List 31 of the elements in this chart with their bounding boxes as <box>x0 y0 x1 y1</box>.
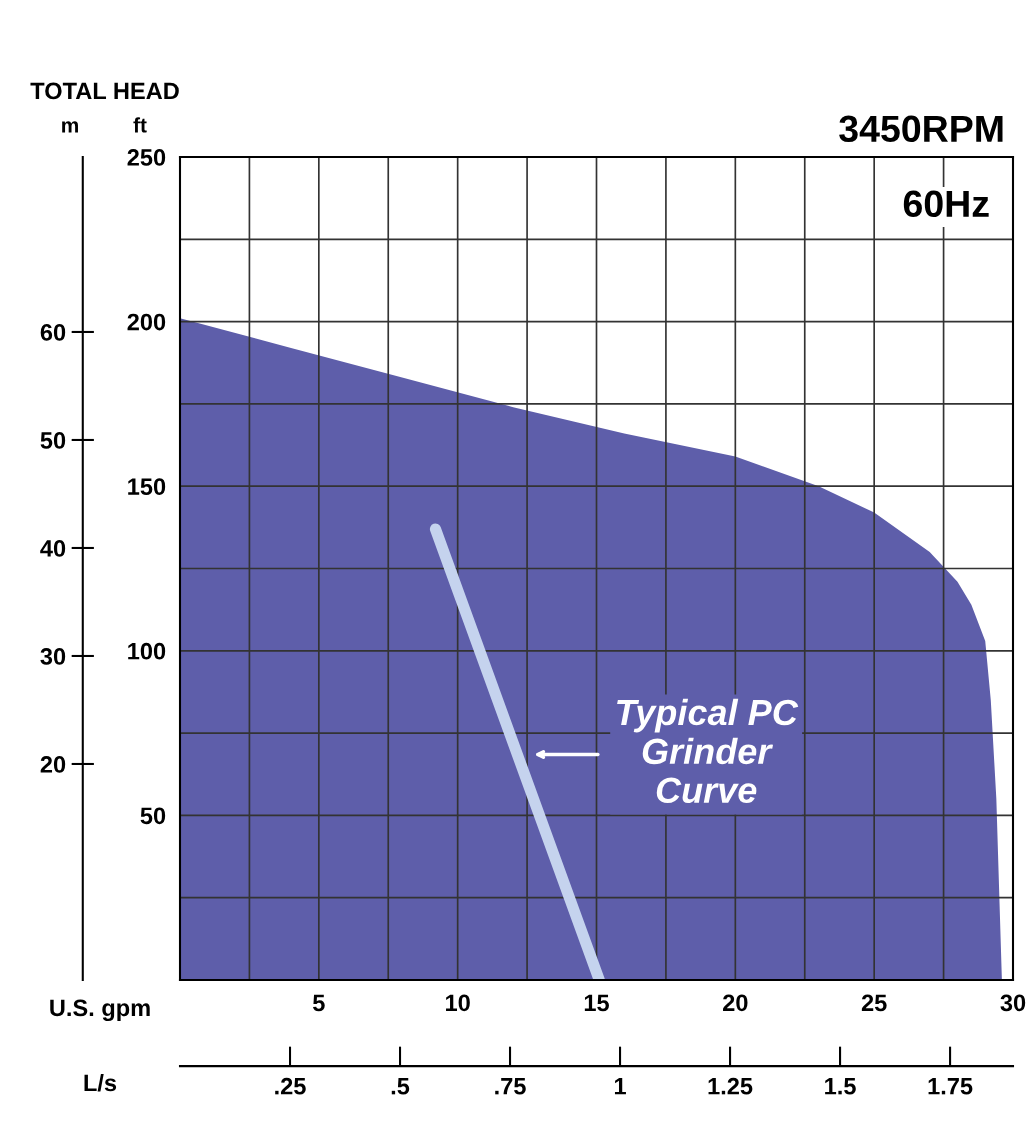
y2-tick-label: 40 <box>40 540 66 557</box>
y-tick-label: 250 <box>127 149 166 166</box>
x-axis-title: U.S. gpm <box>50 999 150 1022</box>
x-tick-label: 30 <box>1000 994 1026 1012</box>
annotation: 60Hz <box>903 190 989 218</box>
x-tick-label: 10 <box>446 994 470 1012</box>
x-tick-label: 25 <box>861 994 887 1012</box>
text: 3450RPM <box>839 115 1003 143</box>
x2-tick-label: 1.5 <box>825 1078 856 1095</box>
x2-tick-label: .25 <box>275 1077 306 1095</box>
x2-tick-label: 1.75 <box>928 1078 973 1095</box>
x-tick-label: 15 <box>584 994 609 1012</box>
x2-tick-label: .5 <box>391 1078 410 1095</box>
y-tick-label: 50 <box>140 807 166 825</box>
x-tick-label: 5 <box>313 994 325 1012</box>
x2-tick-label: 1 <box>614 1078 626 1095</box>
y-tick-label: 150 <box>128 478 166 495</box>
y2-tick-label: 30 <box>40 648 66 665</box>
y-axis-title: ft <box>133 117 147 133</box>
chart-title: TOTAL HEAD <box>30 82 179 100</box>
y2-axis-title: m <box>62 121 78 133</box>
y2-tick-label: 50 <box>40 432 66 449</box>
text: Typical PC Grinder Curve <box>617 698 799 804</box>
x2-tick-label: .75 <box>495 1078 526 1095</box>
y-tick-label: 100 <box>128 642 166 660</box>
y-tick-label: 200 <box>127 313 166 331</box>
x2-axis-title: L/s <box>84 1073 117 1092</box>
x2-tick-label: 1.25 <box>708 1077 753 1095</box>
y2-tick-label: 60 <box>40 324 66 341</box>
y2-tick-label: 20 <box>40 756 66 773</box>
x-tick-label: 20 <box>723 994 748 1012</box>
